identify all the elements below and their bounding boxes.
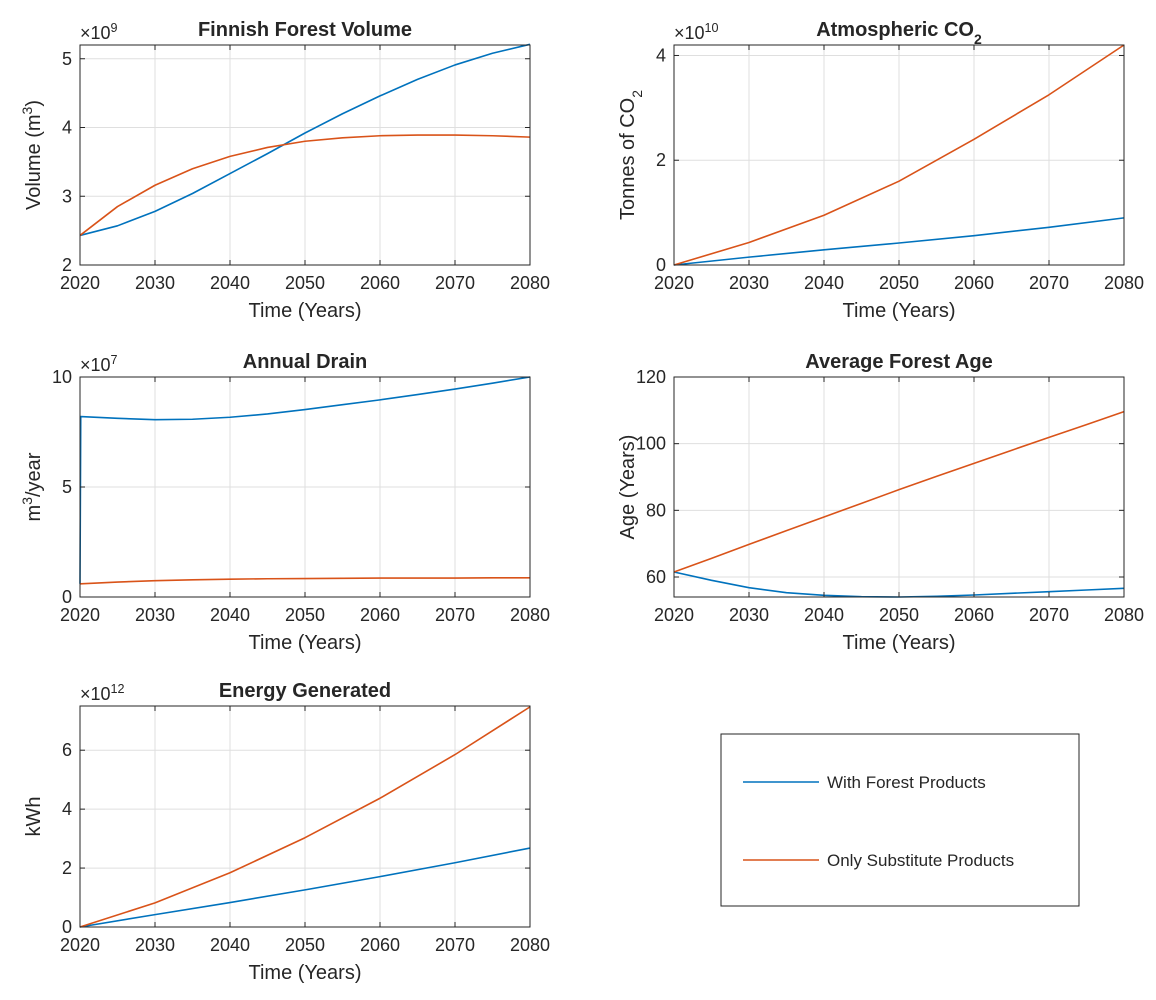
chart-energy-generated: 2020 2030 2040 2050 2060 2070 2080 0 2 4 6 ×1012 Ene… [23,680,550,984]
y-exponent-label: ×107 [80,353,118,375]
chart-forest-volume: 2020 2030 2040 2050 2060 2070 2080 2 3 4 5 ×109 Finn… [19,19,550,322]
x-tick-label: 2060 [360,273,400,293]
y-axis-label: Age (Years) [617,435,639,540]
x-tick-label: 2080 [510,605,550,625]
series-line-1 [79,847,531,928]
y-axis-label: kWh [23,797,45,837]
x-tick-label: 2030 [729,605,769,625]
series-line-2 [79,706,531,928]
x-tick-label: 2080 [1104,273,1144,293]
y-exponent-label: ×109 [80,21,118,43]
x-tick-label: 2060 [360,935,400,955]
x-tick-label: 2050 [285,935,325,955]
x-tick-label: 2030 [135,605,175,625]
chart-title: Energy Generated [219,680,391,702]
x-tick-label: 2020 [60,605,100,625]
legend-label: Only Substitute Products [827,851,1014,870]
x-axis-label: Time (Years) [249,962,362,984]
y-tick-label: 4 [62,799,72,819]
x-axis-label: Time (Years) [843,300,956,322]
legend-entry: Only Substitute Products [743,851,1014,870]
y-tick-label: 4 [62,118,72,138]
x-tick-label: 2060 [360,605,400,625]
x-tick-label: 2020 [60,273,100,293]
x-tick-label: 2070 [435,273,475,293]
series-line-2 [673,410,1125,573]
x-tick-label: 2040 [804,605,844,625]
chart-title: Atmospheric CO2 [816,19,982,47]
x-tick-label: 2050 [879,273,919,293]
y-axis-label: Volume (m3) [19,100,45,210]
x-axis-label: Time (Years) [249,300,362,322]
chart-forest-age: 2020 2030 2040 2050 2060 2070 2080 60 80 100 120 Av… [617,351,1144,654]
x-tick-label: 2020 [654,273,694,293]
y-tick-label: 80 [646,500,666,520]
x-axis-label: Time (Years) [843,632,956,654]
x-tick-label: 2070 [435,605,475,625]
x-tick-label: 2040 [210,935,250,955]
y-tick-label: 5 [62,477,72,497]
y-tick-label: 100 [636,434,666,454]
y-axis-label: Tonnes of CO2 [617,90,645,220]
x-tick-label: 2050 [285,273,325,293]
x-tick-label: 2080 [1104,605,1144,625]
x-tick-label: 2050 [285,605,325,625]
legend-entry: With Forest Products [743,773,986,792]
series-line-1 [79,43,531,237]
y-tick-label: 0 [656,255,666,275]
y-tick-label: 0 [62,917,72,937]
x-tick-label: 2020 [654,605,694,625]
y-tick-label: 2 [62,255,72,275]
series-line-2 [673,44,1125,266]
y-tick-label: 3 [62,186,72,206]
x-tick-label: 2070 [1029,273,1069,293]
series-line-1 [79,376,531,584]
x-tick-label: 2070 [1029,605,1069,625]
y-tick-label: 4 [656,45,666,65]
chart-atmospheric-co2: 2020 2030 2040 2050 2060 2070 2080 0 2 4 ×1010 Atmo… [617,19,1144,322]
x-tick-label: 2080 [510,935,550,955]
x-tick-label: 2020 [60,935,100,955]
y-exponent-label: ×1010 [674,21,719,43]
chart-annual-drain: 2020 2030 2040 2050 2060 2070 2080 0 5 10 ×107 Annu… [19,351,550,654]
x-tick-label: 2040 [210,273,250,293]
chart-title: Average Forest Age [805,351,992,373]
series-line-2 [79,577,530,585]
series-line-1 [673,217,1125,266]
chart-title: Annual Drain [243,351,367,373]
legend-label: With Forest Products [827,773,986,792]
y-tick-label: 60 [646,567,666,587]
y-tick-label: 120 [636,367,666,387]
y-tick-label: 5 [62,49,72,69]
x-tick-label: 2030 [135,935,175,955]
series-line-2 [79,134,531,237]
x-tick-label: 2060 [954,273,994,293]
x-tick-label: 2060 [954,605,994,625]
y-axis-label: m3/year [19,452,45,521]
legend: With Forest Products Only Substitute Prod… [720,733,1080,907]
legend-box [720,733,1080,907]
y-tick-label: 2 [656,150,666,170]
chart-title: Finnish Forest Volume [198,19,412,41]
x-tick-label: 2040 [804,273,844,293]
y-tick-label: 0 [62,587,72,607]
y-tick-label: 6 [62,740,72,760]
x-tick-label: 2040 [210,605,250,625]
x-tick-label: 2080 [510,273,550,293]
x-tick-label: 2030 [135,273,175,293]
x-tick-label: 2070 [435,935,475,955]
y-exponent-label: ×1012 [80,682,125,704]
x-tick-label: 2050 [879,605,919,625]
x-axis-label: Time (Years) [249,632,362,654]
y-tick-label: 10 [52,367,72,387]
y-tick-label: 2 [62,858,72,878]
x-tick-label: 2030 [729,273,769,293]
